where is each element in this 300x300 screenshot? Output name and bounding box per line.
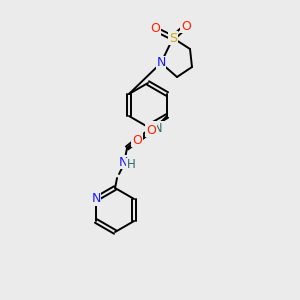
Text: O: O (146, 124, 156, 136)
Text: N: N (156, 56, 166, 70)
Text: H: H (127, 158, 135, 172)
Text: S: S (169, 32, 177, 44)
Text: HN: HN (146, 122, 164, 134)
Text: O: O (132, 134, 142, 146)
Text: O: O (181, 20, 191, 32)
Text: N: N (118, 155, 128, 169)
Text: N: N (91, 193, 101, 206)
Text: O: O (150, 22, 160, 35)
